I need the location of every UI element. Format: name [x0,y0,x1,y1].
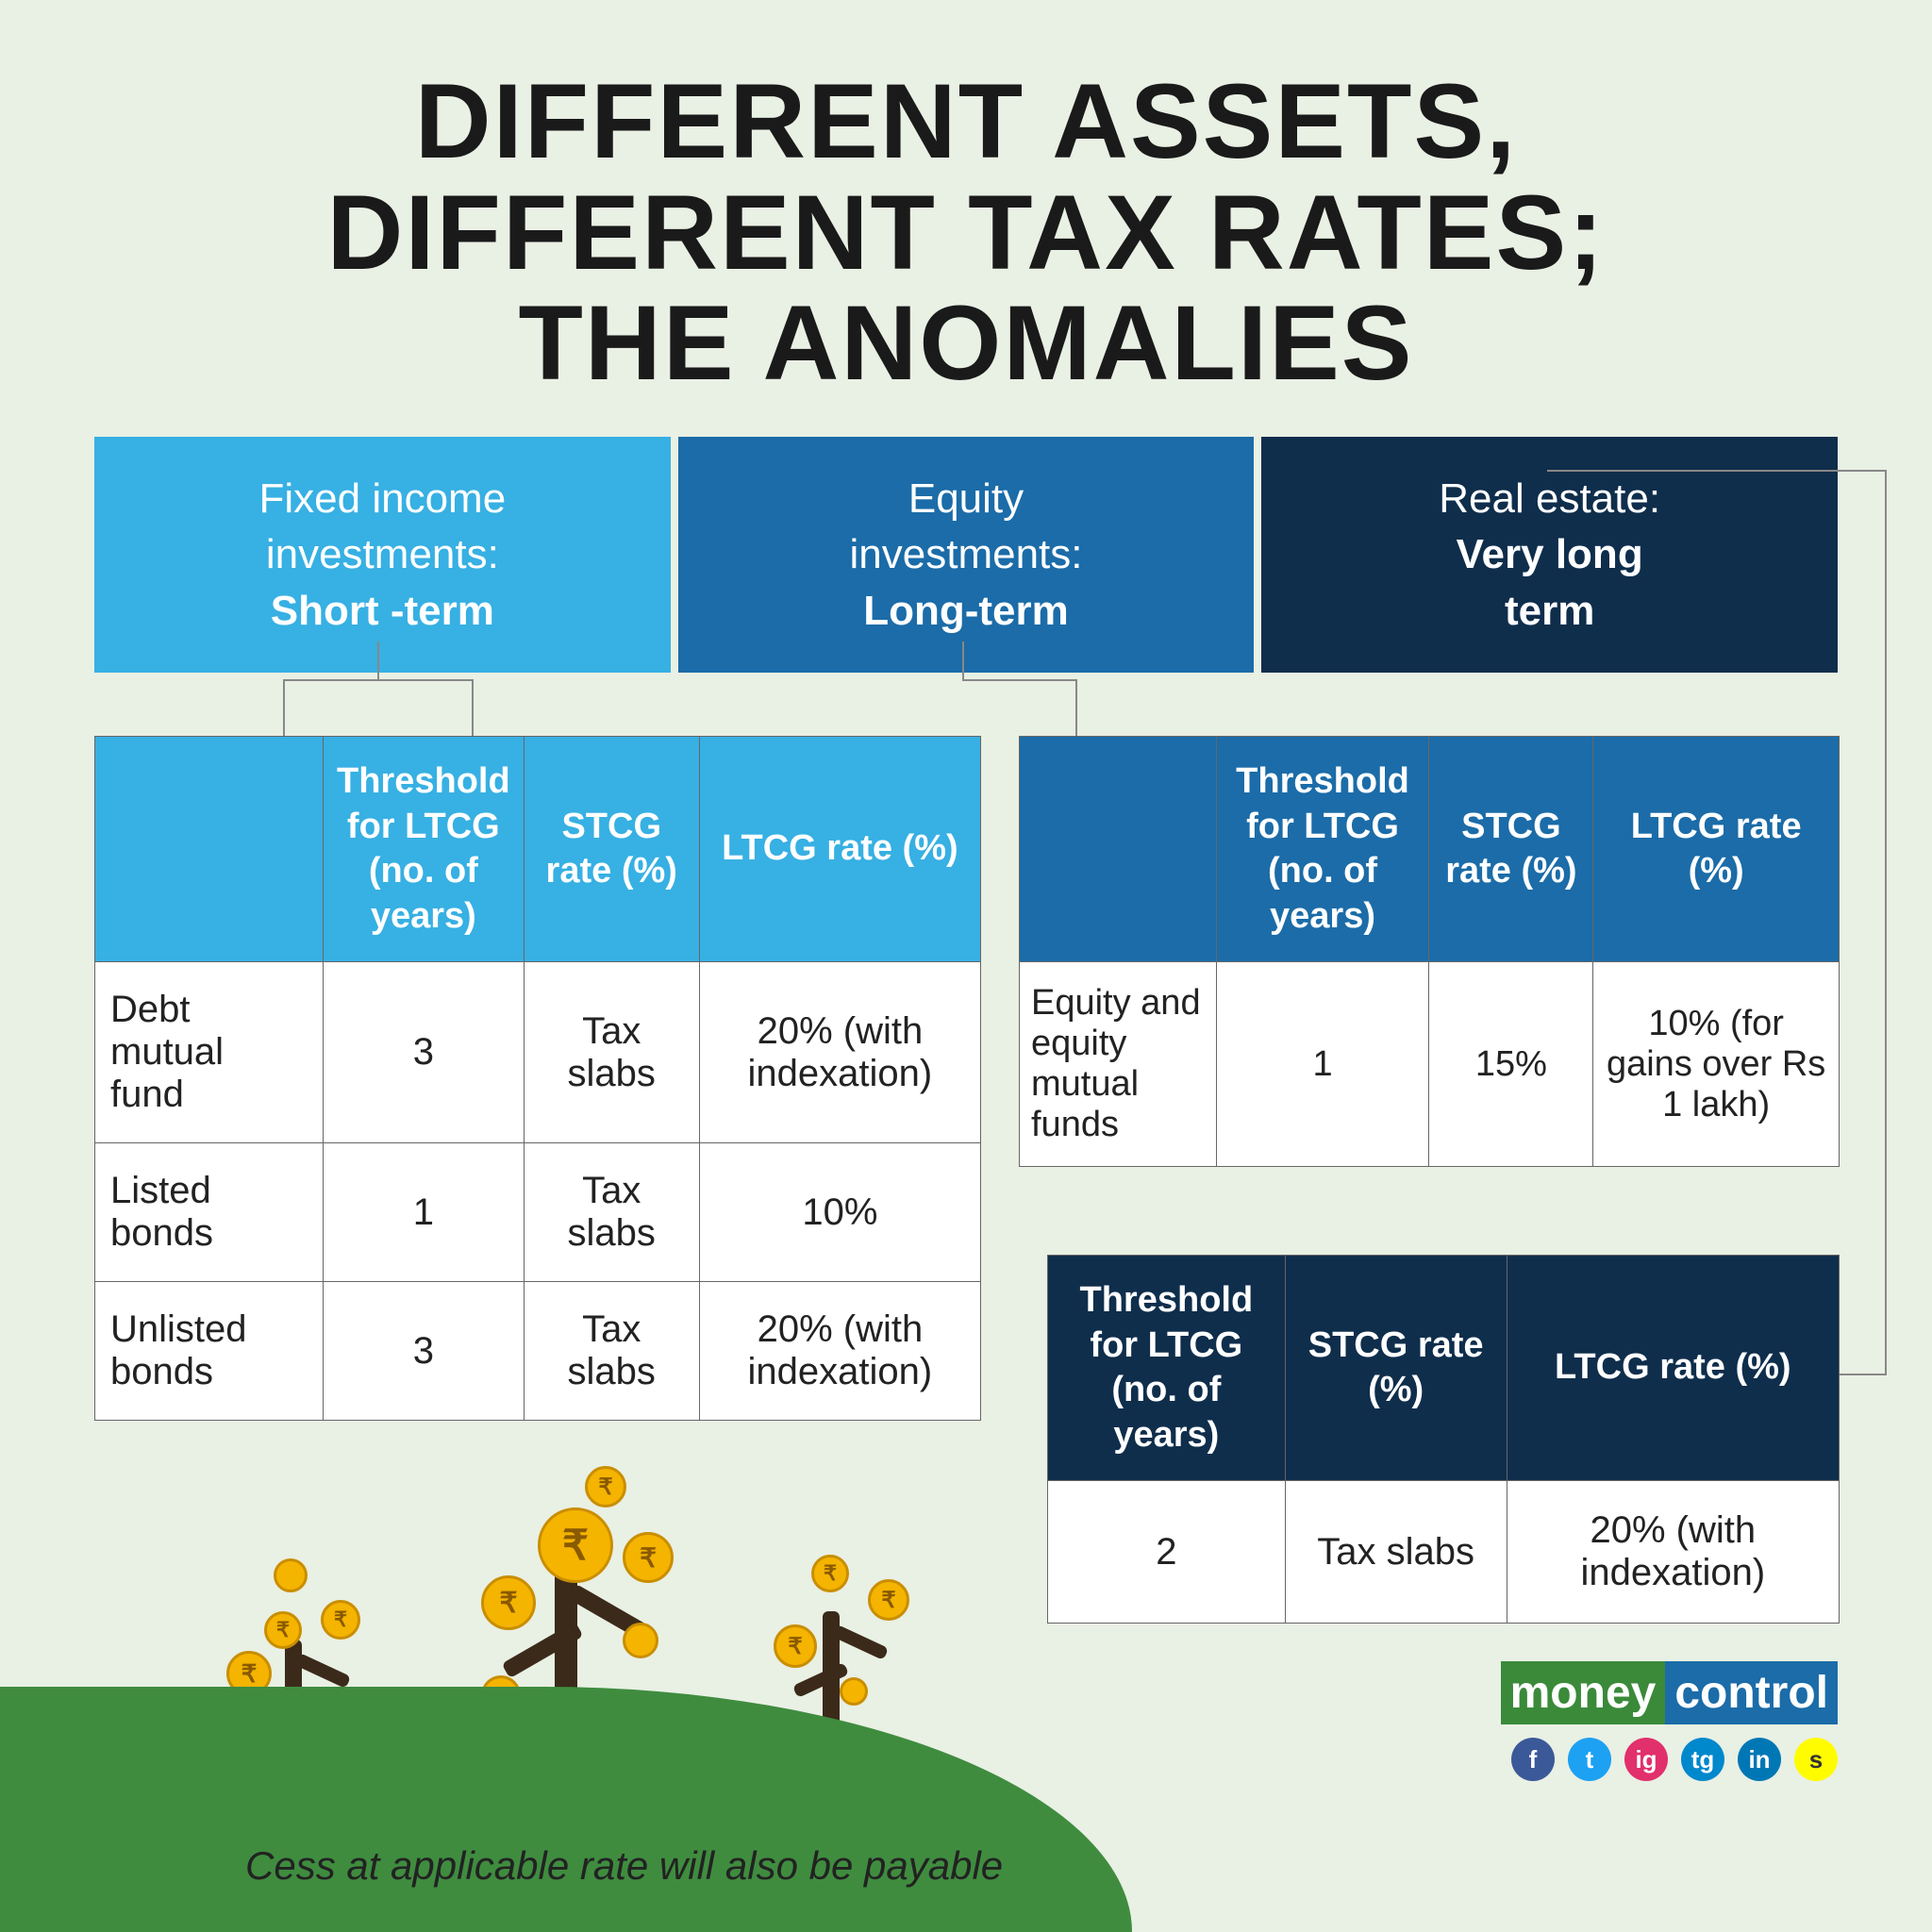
table-header: LTCG rate (%) [699,737,980,962]
table-cell: Unlisted bonds [95,1282,324,1421]
table-cell: 1 [324,1143,525,1282]
table-header: LTCG rate (%) [1593,737,1840,962]
social-icon[interactable]: t [1568,1738,1611,1781]
equity-table: Threshold for LTCG (no. of years)STCG ra… [1019,736,1840,1167]
table-header: STCG rate (%) [1285,1256,1507,1481]
connector-line [1075,679,1077,736]
table-cell: Tax slabs [524,1143,699,1282]
table-cell: Tax slabs [524,962,699,1143]
table-cell: 10% [699,1143,980,1282]
connector-line [962,679,1075,681]
table-header: STCG rate (%) [524,737,699,962]
table-row: 2Tax slabs20% (with indexation) [1048,1481,1840,1624]
table-header [1020,737,1217,962]
connector-line [472,679,474,736]
moneycontrol-logo: moneycontrol [1501,1661,1838,1724]
connector-line [1885,470,1887,1375]
connector-line [283,679,285,736]
footnote-text: Cess at applicable rate will also be pay… [245,1843,1003,1889]
table-cell: 10% (for gains over Rs 1 lakh) [1593,962,1840,1167]
table-header: STCG rate (%) [1429,737,1593,962]
table-cell: 20% (with indexation) [699,962,980,1143]
connector-line [1840,1374,1887,1375]
brand-logo-area: moneycontrol ftigtgins [1501,1661,1838,1781]
table-row: Listed bonds1Tax slabs10% [95,1143,981,1282]
table-cell: 3 [324,1282,525,1421]
social-icon[interactable]: ig [1624,1738,1668,1781]
connector-line [962,641,964,679]
fixed-income-table: Threshold for LTCG (no. of years)STCG ra… [94,736,981,1421]
category-tabs: Fixed income investments: Short -term Eq… [94,437,1838,673]
connector-line [377,641,379,679]
table-cell: Listed bonds [95,1143,324,1282]
table-row: Debt mutual fund3Tax slabs20% (with inde… [95,962,981,1143]
table-header: Threshold for LTCG (no. of years) [1048,1256,1286,1481]
social-icon[interactable]: in [1738,1738,1781,1781]
table-cell: Tax slabs [1285,1481,1507,1624]
table-header: Threshold for LTCG (no. of years) [1216,737,1429,962]
table-cell: 15% [1429,962,1593,1167]
table-cell: 20% (with indexation) [1507,1481,1839,1624]
table-row: Equity and equity mutual funds115%10% (f… [1020,962,1840,1167]
social-icon[interactable]: tg [1681,1738,1724,1781]
category-fixed-income: Fixed income investments: Short -term [94,437,671,673]
table-cell: 1 [1216,962,1429,1167]
ground-illustration [0,1687,1132,1932]
connector-line [283,679,472,681]
main-title: DIFFERENT ASSETS, DIFFERENT TAX RATES; T… [0,0,1932,399]
table-cell: Equity and equity mutual funds [1020,962,1217,1167]
social-icons: ftigtgins [1501,1738,1838,1781]
real-estate-table: Threshold for LTCG (no. of years)STCG ra… [1047,1255,1840,1624]
table-cell: Tax slabs [524,1282,699,1421]
social-icon[interactable]: s [1794,1738,1838,1781]
table-header: LTCG rate (%) [1507,1256,1839,1481]
social-icon[interactable]: f [1511,1738,1555,1781]
connector-line [1547,470,1887,472]
table-header [95,737,324,962]
table-row: Unlisted bonds3Tax slabs20% (with indexa… [95,1282,981,1421]
table-header: Threshold for LTCG (no. of years) [324,737,525,962]
category-equity: Equity investments: Long-term [678,437,1255,673]
category-real-estate: Real estate: Very long term [1261,437,1838,673]
table-cell: 2 [1048,1481,1286,1624]
table-cell: Debt mutual fund [95,962,324,1143]
table-cell: 20% (with indexation) [699,1282,980,1421]
table-cell: 3 [324,962,525,1143]
